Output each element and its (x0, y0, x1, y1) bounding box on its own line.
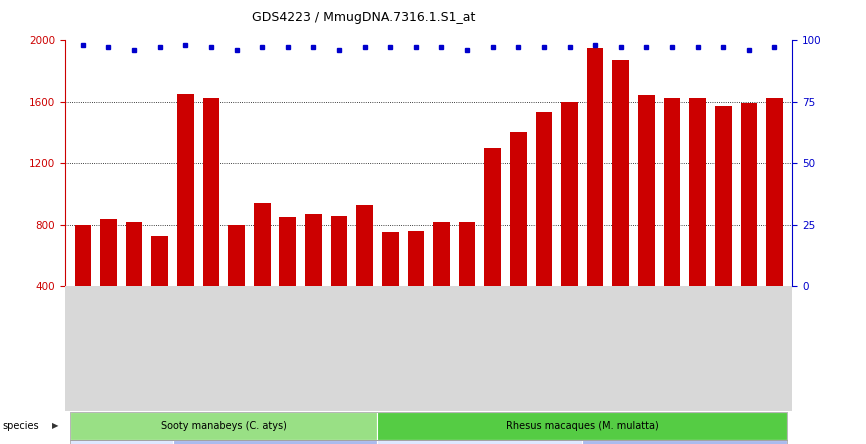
Bar (484, 148, 501, 286)
Text: GDS4223 / MmugDNA.7316.1.S1_at: GDS4223 / MmugDNA.7316.1.S1_at (252, 11, 475, 24)
Bar (254, 203, 270, 286)
Bar (587, 48, 604, 286)
Bar (715, 106, 732, 286)
Bar (561, 102, 578, 286)
Bar (663, 99, 681, 286)
Bar (280, 217, 296, 286)
Bar (766, 99, 783, 286)
Bar (152, 236, 168, 286)
Bar (408, 231, 424, 286)
Bar (510, 132, 527, 286)
Bar (229, 225, 245, 286)
Bar (305, 214, 322, 286)
Bar (382, 233, 398, 286)
Bar (535, 112, 553, 286)
Bar (74, 225, 91, 286)
Bar (203, 99, 219, 286)
Text: ▶: ▶ (51, 421, 58, 430)
Bar (459, 222, 475, 286)
Bar (331, 215, 347, 286)
Text: Sooty manabeys (C. atys): Sooty manabeys (C. atys) (161, 421, 287, 431)
Bar (177, 94, 194, 286)
Bar (356, 205, 373, 286)
Bar (689, 99, 706, 286)
Bar (612, 60, 629, 286)
Bar (638, 95, 655, 286)
Bar (100, 218, 117, 286)
Bar (433, 222, 449, 286)
Text: Rhesus macaques (M. mulatta): Rhesus macaques (M. mulatta) (506, 421, 659, 431)
Bar (740, 103, 757, 286)
Text: species: species (3, 421, 39, 431)
Bar (126, 222, 142, 286)
